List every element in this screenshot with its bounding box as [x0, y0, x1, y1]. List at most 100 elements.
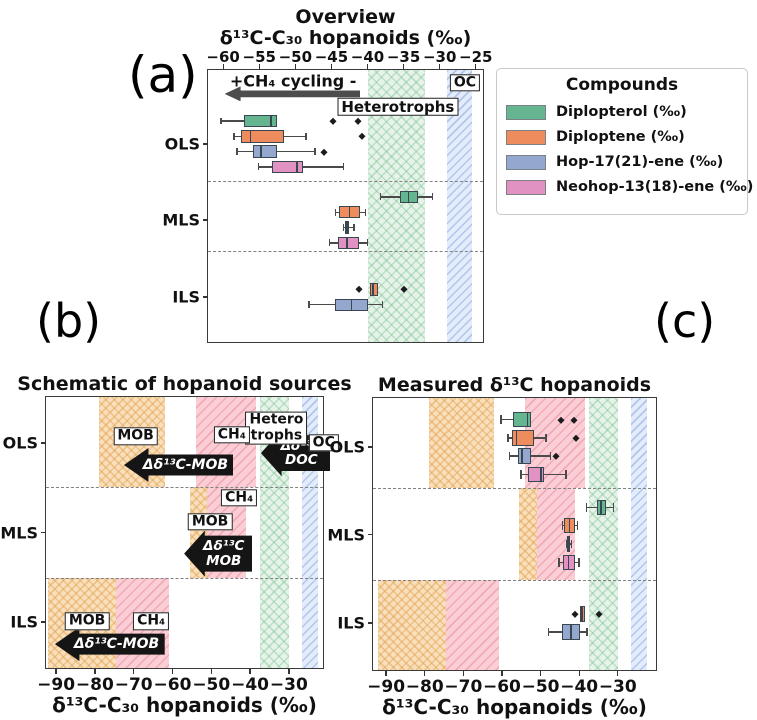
x-tick--60 [222, 64, 224, 69]
panel-letter-b: (b) [36, 294, 102, 348]
x-tick-label--35: −35 [386, 48, 421, 66]
legend-swatch-1 [506, 129, 546, 145]
whisker-cap-lo-OLS-Neohop-13(18)-ene [520, 470, 522, 479]
x-tick-label--90: −90 [37, 675, 76, 695]
legend-swatch-2 [506, 154, 546, 170]
x-tick-label--50: −50 [192, 675, 231, 695]
whisker-cap-lo-MLS-Neohop-13(18)-ene [558, 558, 560, 567]
x-tick--80 [94, 669, 96, 674]
x-tick--30 [288, 669, 290, 674]
legend-item-3: Neohop-13(18)-ene (‰) [506, 179, 753, 195]
ch4-cycling-label: +CH₄ cycling - [229, 71, 357, 91]
x-tick-label--25: −25 [459, 48, 493, 66]
y-tick-MLS [202, 219, 208, 221]
legend-swatch-3 [506, 179, 546, 195]
x-tick-label--90: −90 [367, 677, 406, 697]
whisker-cap-hi-MLS-Neohop-13(18)-ene [578, 558, 580, 567]
median-MLS-Diplopterol [600, 500, 602, 515]
whisker-cap-lo-MLS-Diploptene [561, 521, 564, 530]
outlier-OLS-Diplopterol-0 [329, 117, 337, 125]
whisker-cap-lo-OLS-Hop-17(21)-ene [508, 451, 511, 461]
y-tick-OLS [367, 446, 373, 448]
median-MLS-Hop-17(21)-ene [567, 537, 570, 551]
whisker-cap-hi-OLS-Neohop-13(18)-ene [565, 470, 567, 479]
legend-label-0: Diplopterol (‰) [556, 104, 687, 120]
legend-label-3: Neohop-13(18)-ene (‰) [556, 179, 754, 195]
row-label-OLS: OLS [329, 437, 365, 457]
row-separator-0 [208, 180, 483, 182]
whisker-cap-hi-MLS-Hop-17(21)-ene [353, 224, 355, 231]
x-tick--50 [539, 671, 542, 676]
whisker-cap-lo-OLS-Diplopterol [500, 415, 502, 424]
legend-item-0: Diplopterol (‰) [506, 104, 738, 120]
whisker-cap-lo-OLS-Diplopterol [220, 117, 222, 125]
y-tick-ILS [202, 296, 208, 298]
x-tick--40 [578, 671, 580, 676]
median-OLS-Diplopterol [526, 412, 529, 427]
box-OLS-Hop-17(21)-ene [518, 448, 531, 464]
panel-c-title: Measured δ¹³C hopanoids [377, 374, 652, 396]
x-tick-label--60: −60 [206, 48, 240, 66]
median-ILS-Diploptene [581, 607, 584, 621]
whisker-cap-lo-MLS-Neohop-13(18)-ene [328, 239, 330, 247]
x-tick--90 [385, 671, 387, 676]
band-orange-MLS [519, 488, 540, 580]
row-label-OLS: OLS [164, 134, 200, 154]
x-tick--70 [133, 669, 135, 674]
legend-item-2: Hop-17(21)-ene (‰) [506, 154, 738, 170]
band-pink-OLS [525, 398, 585, 489]
x-tick-label--50: −50 [521, 677, 560, 697]
row-label-ILS: ILS [10, 612, 38, 632]
panel-c-x-axis-label: δ¹³C-C₃₀ hopanoids (‰) [382, 695, 647, 719]
legend-label-1: Diploptene (‰) [556, 129, 685, 145]
boxed-label-CH₄: CH₄ [133, 612, 170, 630]
outlier-ILS-Diploptene-0 [571, 610, 578, 618]
legend-swatch-0 [506, 104, 546, 120]
whisker-cap-hi-MLS-Diploptene [576, 521, 579, 530]
whisker-cap-lo-MLS-Hop-17(21)-ene [566, 539, 568, 549]
median-OLS-Hop-17(21)-ene [259, 146, 262, 157]
x-tick-label--30: −30 [269, 675, 308, 695]
arrow-text: MOB [206, 552, 242, 569]
panel-b-x-axis-label: δ¹³C-C₃₀ hopanoids (‰) [52, 693, 317, 717]
y-tick-MLS [40, 531, 46, 534]
x-tick-label--40: −40 [350, 48, 385, 66]
boxed-label-OC: OC [308, 434, 339, 452]
panel-a-axis-label: δ¹³C-C₃₀ hopanoids (‰) [219, 27, 472, 49]
x-tick-label--70: −70 [444, 677, 483, 697]
y-tick-OLS [40, 442, 46, 444]
median-MLS-Hop-17(21)-ene [346, 222, 349, 233]
x-tick-label--30: −30 [598, 677, 637, 697]
x-tick--25 [475, 64, 477, 69]
panel-a-title: Overview [295, 6, 396, 28]
x-tick--30 [439, 64, 441, 69]
median-OLS-Diploptene [515, 431, 518, 445]
legend-title: Compounds [565, 75, 679, 95]
row-separator-1 [373, 579, 656, 581]
outlier-OLS-Diploptene-0 [359, 133, 366, 140]
band-orange-OLS [428, 398, 495, 489]
x-tick-label--70: −70 [114, 675, 153, 695]
row-label-ILS: ILS [337, 613, 365, 633]
median-OLS-Neohop-13(18)-ene [295, 161, 298, 173]
x-tick-label--50: −50 [278, 48, 313, 66]
x-tick--70 [462, 671, 464, 676]
band-blue-all [631, 398, 647, 670]
whisker-cap-hi-MLS-Diplopterol [612, 503, 615, 512]
boxed-label-line: Hetero [249, 411, 304, 428]
arrow-text: Δδ¹³C-MOB [142, 456, 229, 473]
x-tick-label--40: −40 [231, 675, 270, 695]
panel-letter-a: (a) [128, 46, 198, 104]
x-tick--60 [501, 671, 503, 676]
whisker-cap-hi-MLS-Diploptene [364, 208, 367, 216]
median-OLS-Diplopterol [269, 115, 272, 127]
boxed-label-Hetero: Hetero trophs [245, 411, 308, 445]
whisker-cap-hi-ILS-Hop-17(21)-ene [586, 627, 588, 637]
outlier-OLS-Diplopterol-1 [354, 117, 362, 125]
y-tick-ILS [40, 621, 46, 623]
whisker-cap-lo-ILS-Hop-17(21)-ene [308, 301, 310, 309]
boxed-label-Heterotrophs: Heterotrophs [337, 97, 459, 116]
x-tick--40 [366, 64, 369, 69]
legend-items: Diplopterol (‰) Diploptene (‰) Hop-17(21)-… [506, 104, 753, 195]
